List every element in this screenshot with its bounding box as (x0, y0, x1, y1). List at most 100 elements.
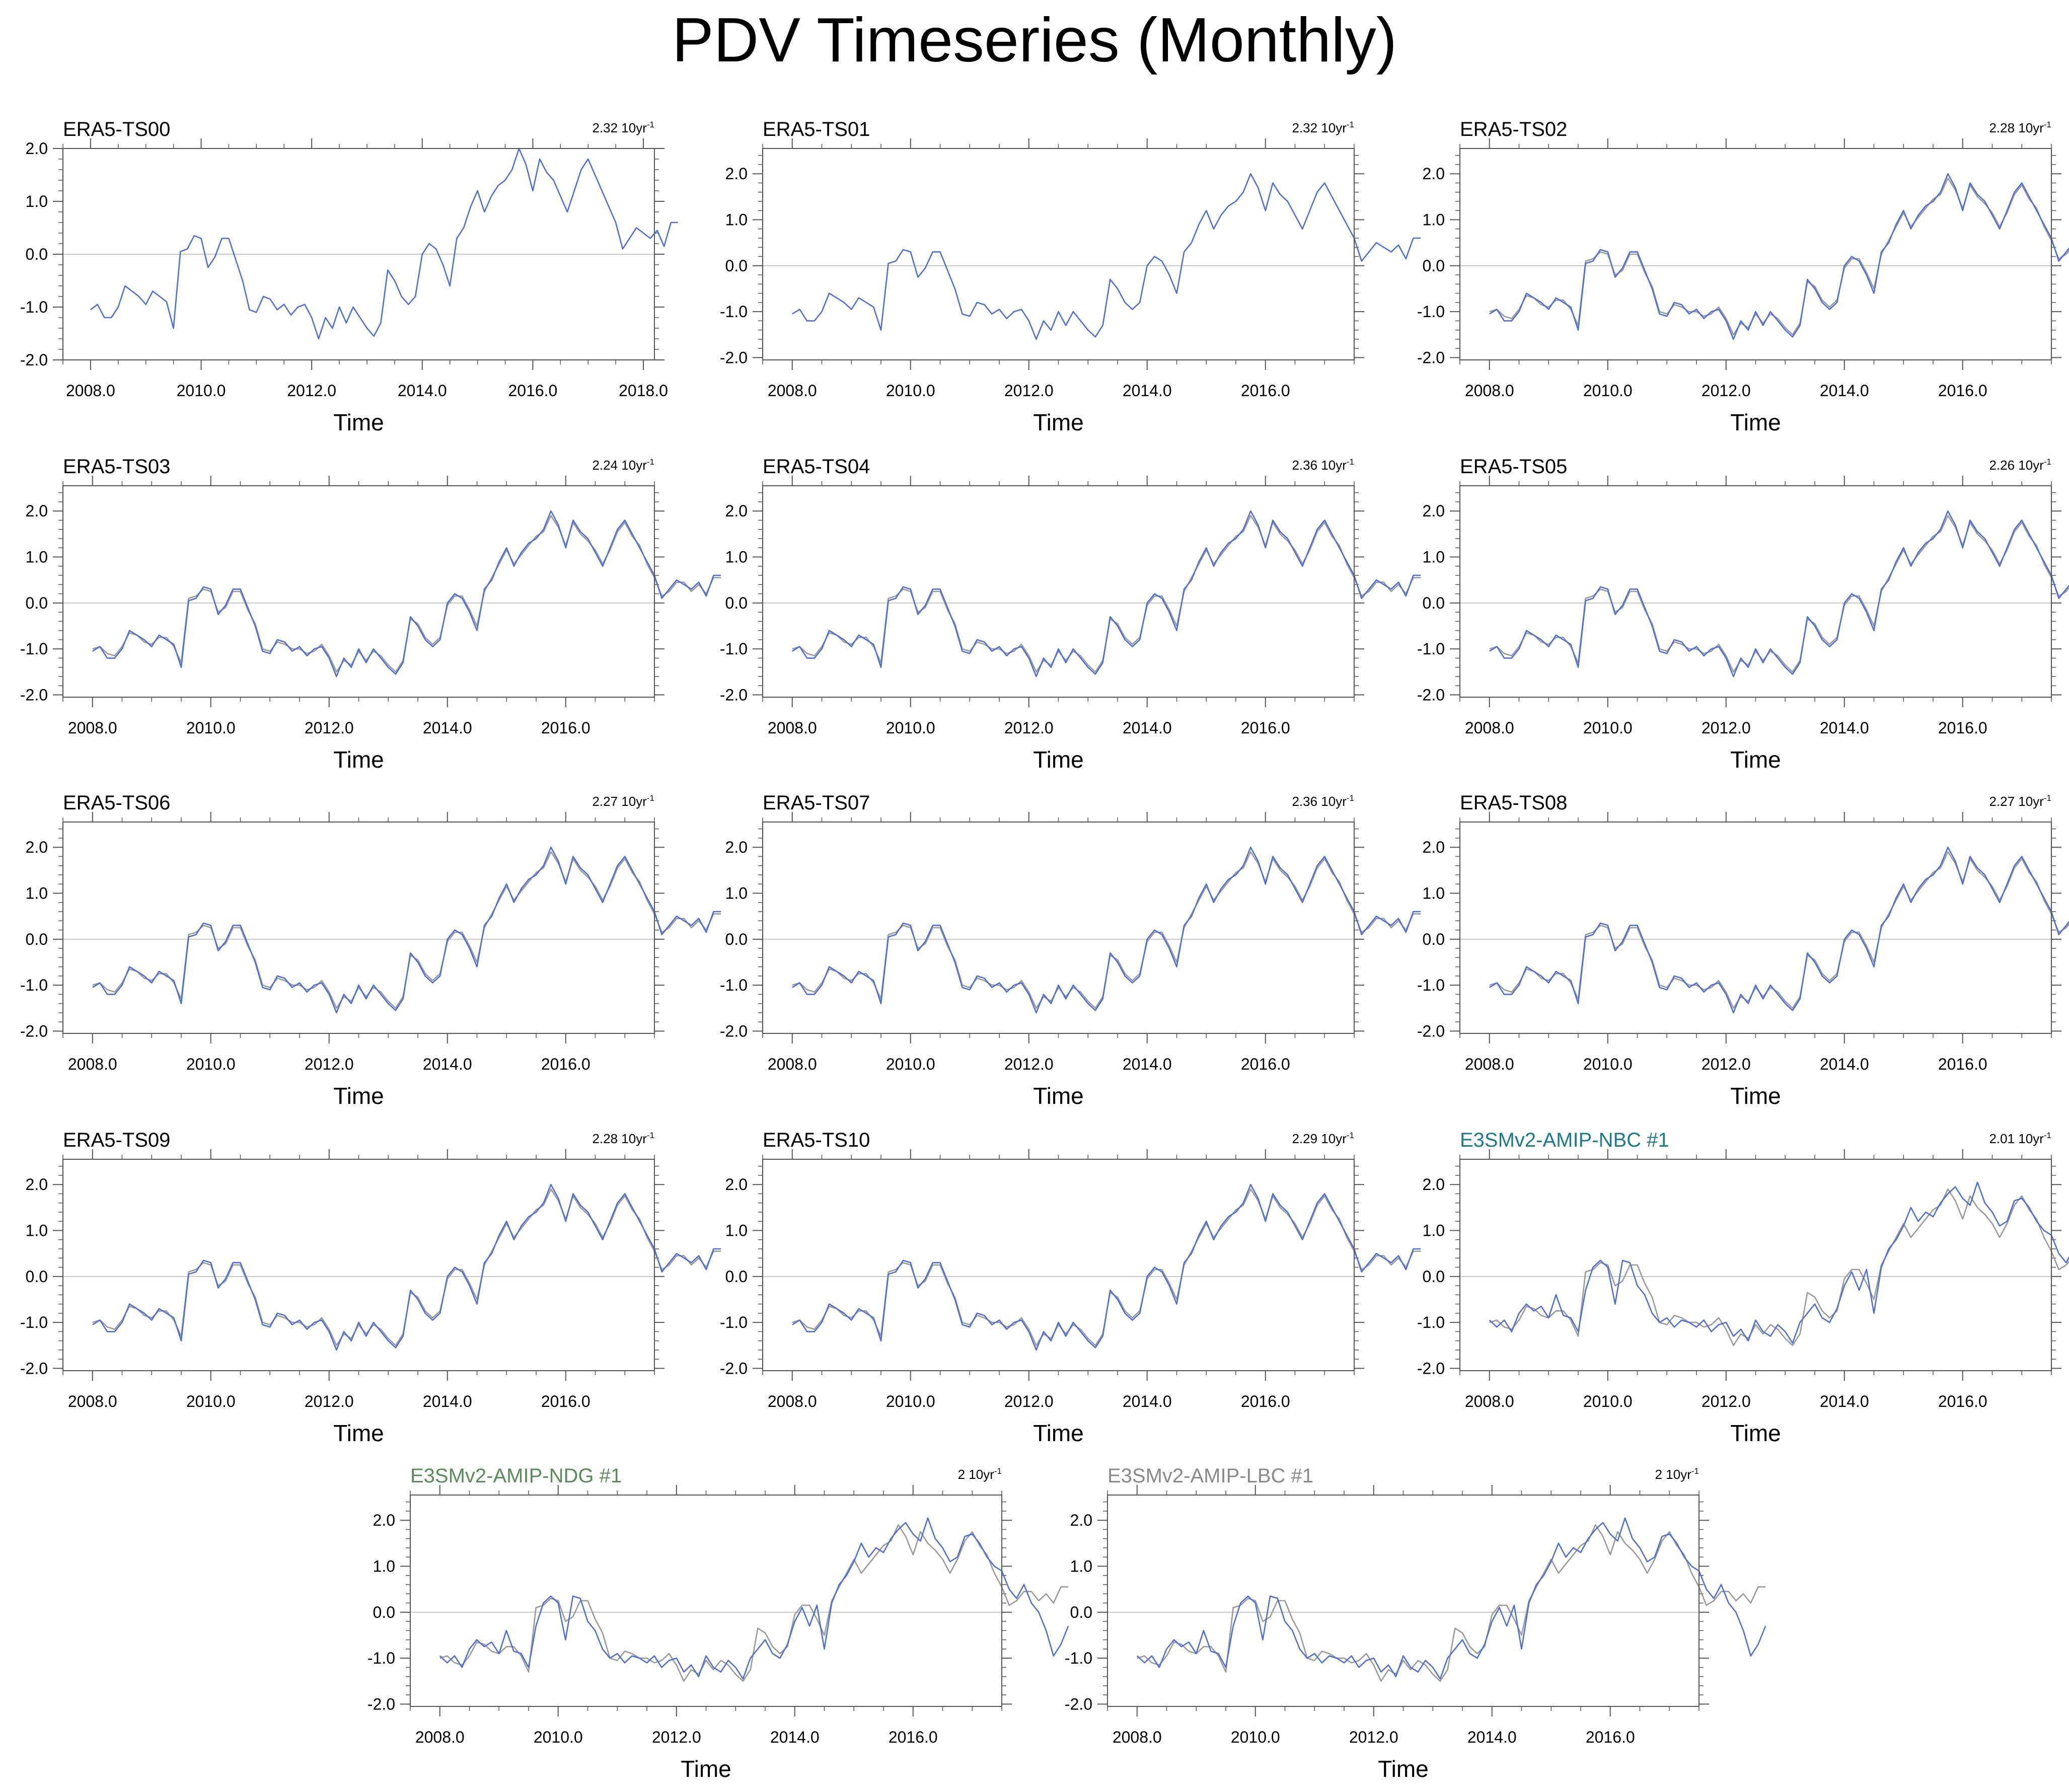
x-tick-label: 2016.0 (1938, 1055, 1987, 1073)
trend-exponent: -1 (647, 457, 654, 467)
x-axis-label: Time (1033, 409, 1084, 435)
x-tick-label: 2016.0 (1241, 382, 1290, 400)
main-series-line (92, 510, 721, 678)
trend-label: 2.01 10yr-1 (1989, 1131, 2051, 1146)
trend-value: 2.32 10yr (592, 120, 647, 135)
panel-title: ERA5-TS10 (763, 1129, 870, 1151)
y-tick-label: 1.0 (725, 1222, 748, 1240)
y-tick-label: -1.0 (1417, 303, 1445, 321)
trend-label: 2.36 10yr-1 (1292, 793, 1354, 809)
y-tick-label: -2.0 (720, 348, 748, 366)
x-tick-label: 2008.0 (1465, 719, 1514, 737)
x-tick-label: 2016.0 (541, 1055, 590, 1073)
y-tick-label: -2.0 (1417, 1022, 1445, 1040)
x-axis-label: Time (681, 1756, 731, 1782)
reference-series-line (792, 1188, 1421, 1347)
x-tick-label: 2014.0 (1123, 1392, 1172, 1410)
y-tick-label: 2.0 (26, 502, 48, 520)
y-tick-label: 0.0 (1423, 1267, 1445, 1286)
x-tick-label: 2014.0 (1123, 1055, 1172, 1073)
trend-exponent: -1 (2044, 1131, 2051, 1140)
x-tick-label: 2008.0 (768, 382, 817, 400)
y-tick-label: 2.0 (26, 139, 48, 158)
main-series-line (439, 1517, 1069, 1680)
x-tick-label: 2012.0 (1004, 1392, 1054, 1410)
y-tick-label: 1.0 (725, 548, 748, 566)
plot-frame (1459, 148, 2052, 360)
y-tick-label: 2.0 (725, 1175, 748, 1193)
x-axis-label: Time (1033, 746, 1084, 773)
trend-label: 2.32 10yr-1 (592, 120, 654, 135)
trend-label: 2.27 10yr-1 (592, 793, 654, 809)
x-tick-label: 2010.0 (886, 382, 935, 400)
y-tick-label: -1.0 (720, 976, 748, 994)
y-tick-label: 0.0 (26, 594, 48, 612)
y-tick-label: 0.0 (1070, 1603, 1092, 1621)
x-tick-label: 2014.0 (1467, 1728, 1517, 1746)
y-tick-label: 0.0 (1423, 257, 1445, 275)
main-series-line (92, 1183, 721, 1351)
trend-label: 2.36 10yr-1 (1292, 457, 1354, 473)
plot-frame (762, 822, 1355, 1034)
plot-frame (410, 1495, 1002, 1707)
y-tick-label: -2.0 (1417, 348, 1445, 366)
x-axis-label: Time (333, 1420, 384, 1446)
x-tick-label: 2008.0 (768, 1055, 817, 1073)
main-series-line (1489, 173, 2069, 340)
x-axis-label: Time (1730, 1420, 1781, 1446)
main-series-line (1489, 510, 2069, 678)
trend-value: 2.26 10yr (1989, 458, 2044, 473)
y-tick-label: 1.0 (725, 211, 748, 229)
reference-series-line (1489, 515, 2069, 673)
main-series-line (792, 846, 1421, 1014)
x-tick-label: 2016.0 (1938, 382, 1987, 400)
panel-era5-ts09: ERA5-TS09 2.28 10yr-1 -2.0 -1.0 0.0 1.0 2.0 200… (0, 1099, 721, 1446)
x-axis-label: Time (333, 409, 384, 435)
main-series-line (92, 846, 721, 1014)
y-tick-label: -2.0 (20, 686, 48, 704)
main-series-line (792, 1183, 1421, 1351)
reference-series-line (92, 515, 721, 673)
panel-title: ERA5-TS01 (763, 118, 870, 140)
x-tick-label: 2012.0 (1004, 382, 1054, 400)
reference-series-line (92, 851, 721, 1009)
panel-title: ERA5-TS04 (763, 456, 870, 478)
x-tick-label: 2016.0 (508, 382, 557, 400)
y-tick-label: -1.0 (1065, 1649, 1092, 1667)
x-tick-label: 2008.0 (1465, 1392, 1514, 1410)
trend-value: 2 10yr (958, 1467, 995, 1482)
y-tick-label: 1.0 (26, 1222, 48, 1240)
trend-value: 2.27 10yr (592, 794, 647, 809)
y-tick-label: -1.0 (20, 976, 48, 994)
x-tick-label: 2008.0 (68, 719, 117, 737)
trend-exponent: -1 (647, 793, 654, 803)
x-tick-label: 2012.0 (305, 1392, 354, 1410)
panel-title: ERA5-TS03 (63, 456, 170, 478)
y-tick-label: -1.0 (720, 1313, 748, 1331)
x-tick-label: 2010.0 (534, 1728, 583, 1746)
y-tick-label: 0.0 (725, 594, 748, 612)
trend-exponent: -1 (1347, 793, 1354, 803)
x-tick-label: 2008.0 (68, 1392, 117, 1410)
y-tick-label: 2.0 (1423, 1175, 1445, 1193)
chart-svg: E3SMv2-AMIP-LBC #1 2 10yr-1 -2.0 -1.0 0.0 1.0… (1065, 1465, 1766, 1782)
figure-title: PDV Timeseries (Monthly) (672, 6, 1397, 75)
y-tick-label: -1.0 (1417, 640, 1445, 658)
main-series-line (1489, 846, 2069, 1014)
plot-frame (762, 485, 1355, 698)
x-tick-label: 2014.0 (1123, 382, 1172, 400)
y-tick-label: 2.0 (26, 838, 48, 856)
trend-exponent: -1 (2044, 457, 2051, 467)
x-tick-label: 2012.0 (305, 719, 354, 737)
y-tick-label: 2.0 (1423, 502, 1445, 520)
x-tick-label: 2010.0 (1583, 1055, 1633, 1073)
plot-frame (762, 1159, 1355, 1371)
y-tick-label: 0.0 (725, 1267, 748, 1286)
y-tick-label: 0.0 (26, 245, 48, 263)
chart-svg: ERA5-TS10 2.29 10yr-1 -2.0 -1.0 0.0 1.0 2.0 200… (720, 1129, 1421, 1446)
x-tick-label: 2010.0 (1231, 1728, 1280, 1746)
trend-value: 2.36 10yr (1292, 794, 1347, 809)
trend-label: 2.28 10yr-1 (592, 1131, 654, 1146)
reference-series-line (792, 515, 1421, 673)
trend-value: 2.28 10yr (1989, 120, 2044, 135)
